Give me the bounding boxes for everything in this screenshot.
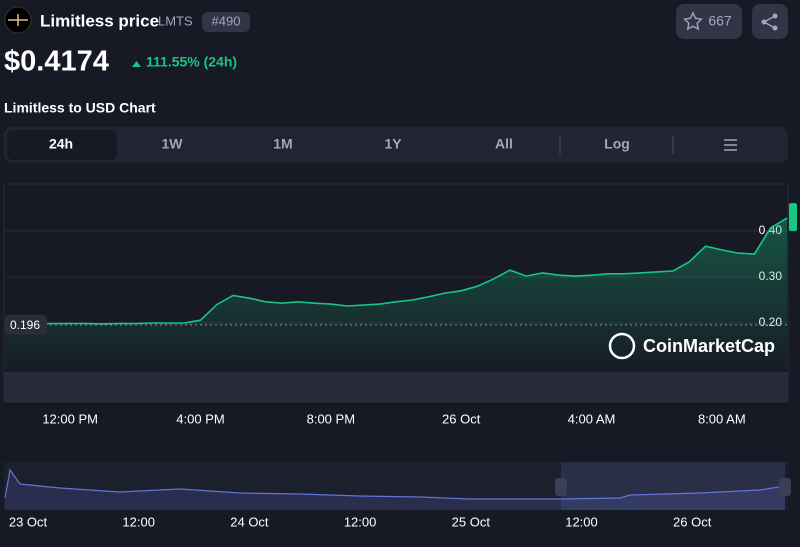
watermark-logo bbox=[608, 332, 636, 360]
watchlist-count: 667 bbox=[708, 13, 732, 29]
baseline-label: 0.196 bbox=[10, 318, 40, 332]
navigator-selection[interactable] bbox=[561, 462, 785, 510]
up-arrow bbox=[132, 61, 141, 67]
tab-bar bbox=[4, 127, 788, 163]
tab[interactable]: All bbox=[495, 136, 513, 152]
navigator-area bbox=[5, 470, 785, 510]
navigator-label: 24 Oct bbox=[230, 514, 269, 529]
navigator-label: 12:00 bbox=[344, 514, 377, 529]
x-tick-label: 4:00 AM bbox=[568, 411, 616, 426]
share-dot bbox=[772, 25, 778, 31]
navigator-label: 25 Oct bbox=[452, 514, 491, 529]
x-tick-label: 12:00 PM bbox=[42, 411, 98, 426]
share-dot bbox=[772, 13, 778, 19]
price: $0.4174 bbox=[4, 46, 109, 78]
tab[interactable]: 1W bbox=[162, 136, 184, 152]
price-change: 111.55% (24h) bbox=[146, 54, 237, 70]
coin-name: Limitless price bbox=[40, 11, 159, 30]
navigator-label: 26 Oct bbox=[673, 514, 712, 529]
handle[interactable] bbox=[555, 478, 567, 496]
share-button[interactable] bbox=[752, 4, 788, 39]
x-tick-label: 8:00 PM bbox=[307, 411, 355, 426]
navigator-line bbox=[4, 468, 786, 500]
tab[interactable]: Log bbox=[604, 136, 630, 152]
tab-selected bbox=[7, 130, 117, 160]
x-tick-label: 26 Oct bbox=[442, 411, 481, 426]
last-price-marker bbox=[789, 203, 797, 232]
logo-mark bbox=[8, 14, 28, 26]
chart-heading: Limitless to USD Chart bbox=[4, 100, 156, 116]
x-tick-label: 8:00 AM bbox=[698, 411, 746, 426]
price-line bbox=[4, 217, 788, 326]
navigator-label: 12:00 bbox=[122, 514, 155, 529]
star-icon bbox=[683, 11, 703, 31]
rank: #490 bbox=[212, 13, 241, 28]
baseline-tag bbox=[5, 314, 47, 335]
x-tick-label: 4:00 PM bbox=[176, 411, 224, 426]
share-dot bbox=[761, 19, 767, 25]
watermark: CoinMarketCap bbox=[643, 336, 775, 356]
navigator-label: 12:00 bbox=[565, 514, 598, 529]
navigator-labels: 23 Oct 12:00 24 Oct 12:00 25 Oct 12:00 26 Oct bbox=[9, 514, 712, 529]
navigator-label: 23 Oct bbox=[9, 514, 48, 529]
coin-symbol: LMTS bbox=[158, 13, 193, 28]
tab[interactable]: 1Y bbox=[384, 136, 402, 152]
handle[interactable] bbox=[779, 478, 791, 496]
tab[interactable]: 1M bbox=[273, 136, 292, 152]
settings-icon[interactable] bbox=[724, 139, 737, 151]
rank-badge bbox=[202, 12, 250, 32]
tab[interactable]: 24h bbox=[49, 136, 73, 152]
price-area bbox=[5, 218, 787, 369]
volume-band bbox=[4, 372, 788, 402]
